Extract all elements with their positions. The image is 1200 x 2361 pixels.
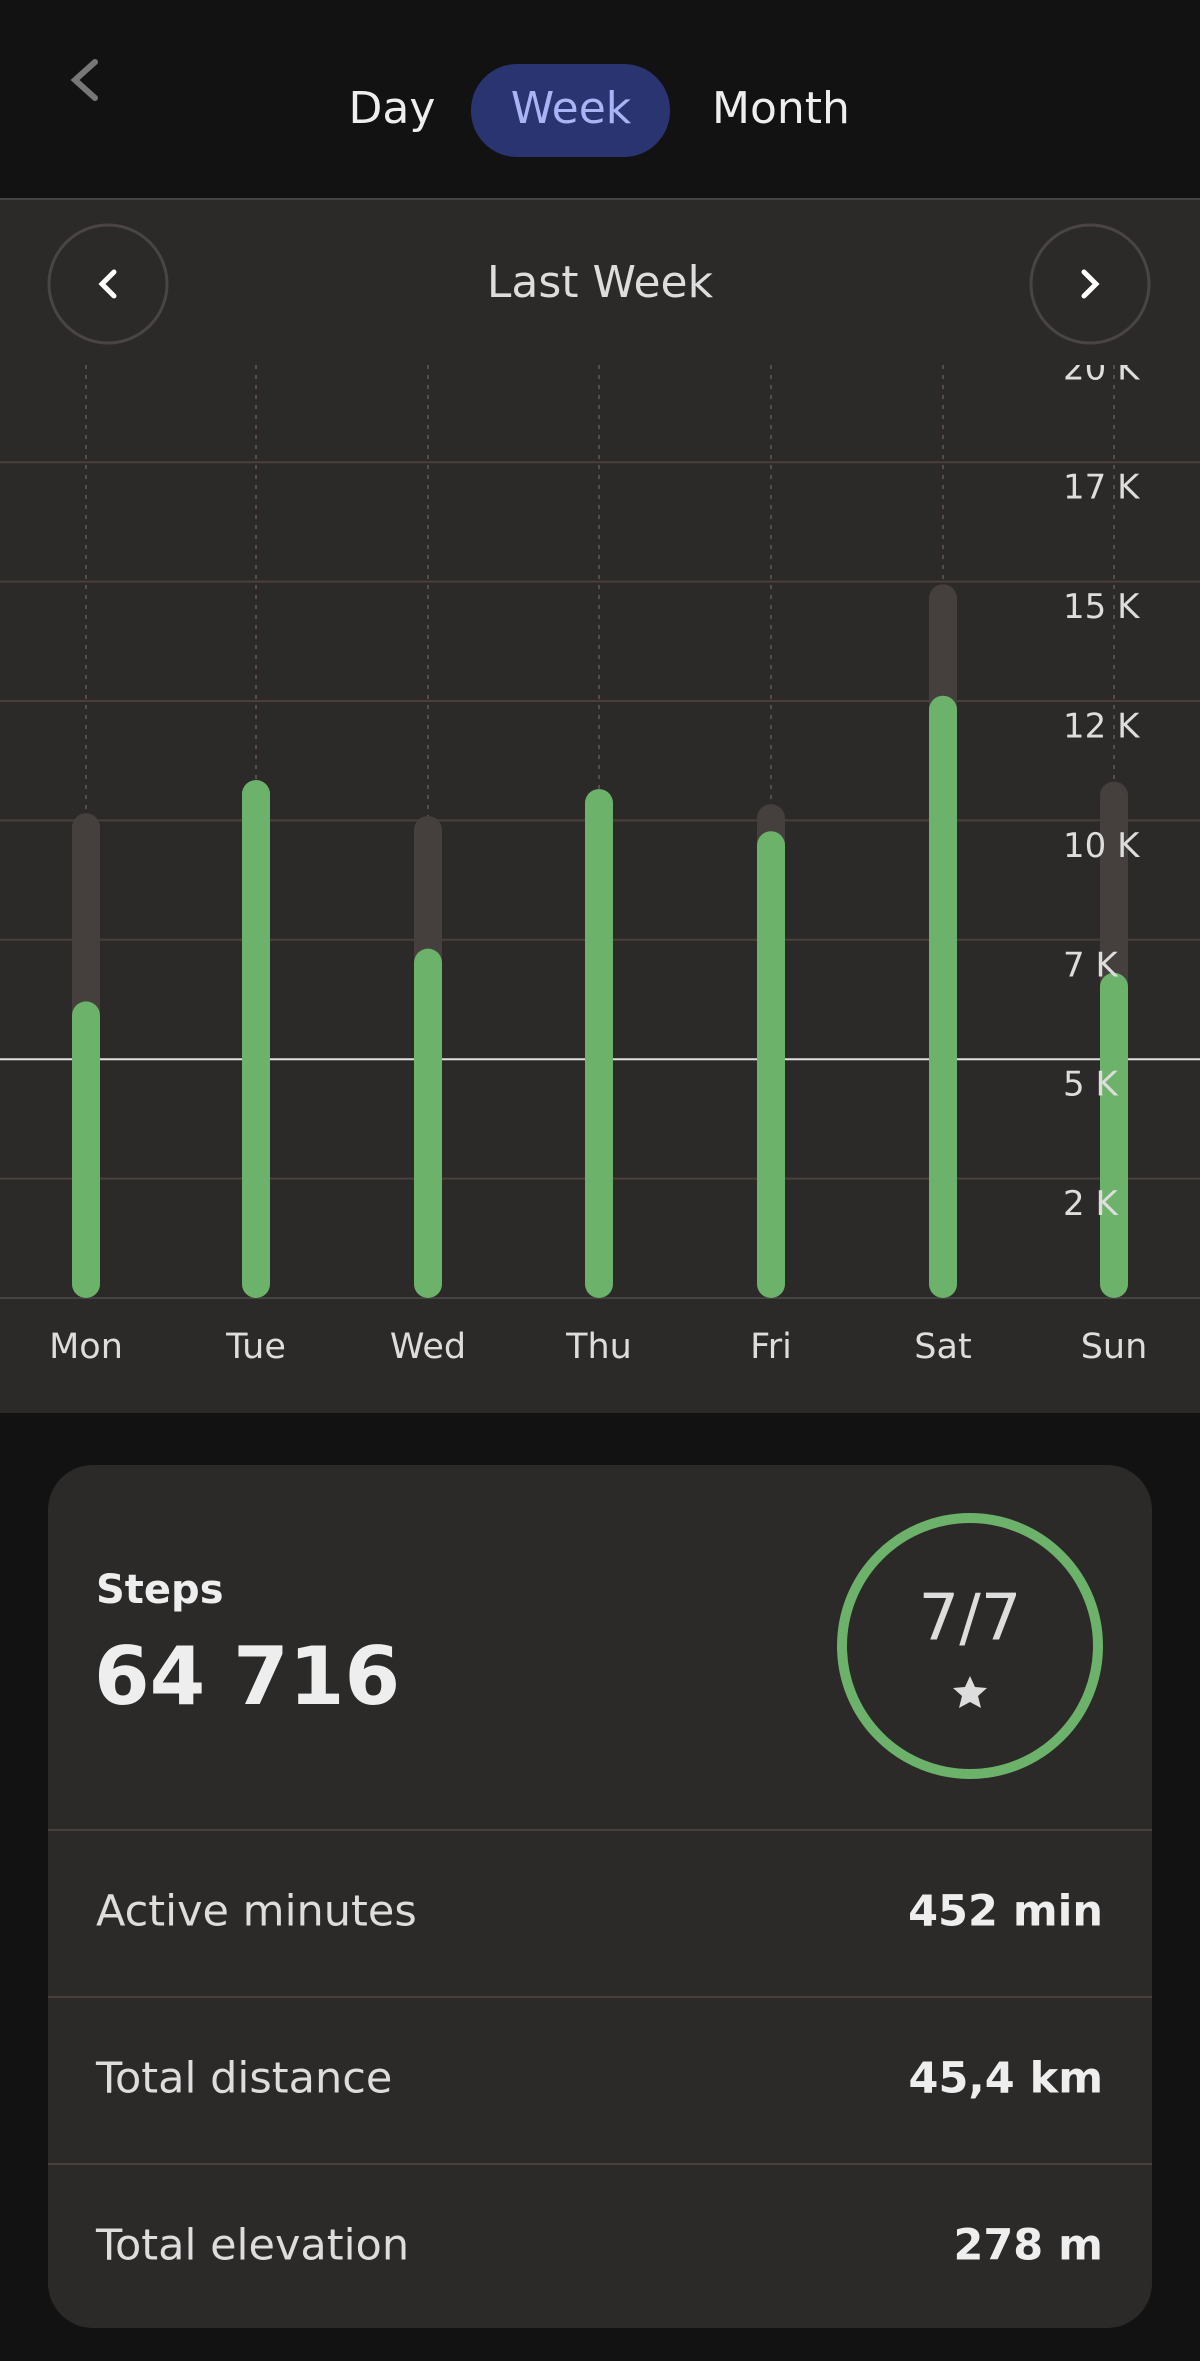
- bar: [1100, 972, 1128, 1298]
- tab-pill: [471, 64, 670, 157]
- bar: [414, 948, 442, 1298]
- next-icon: [1081, 269, 1100, 299]
- prev-button[interactable]: [47, 223, 169, 345]
- x-tick-label: Thu: [565, 1327, 632, 1367]
- row-value: 452 min: [908, 1887, 1103, 1937]
- steps-label: Steps: [96, 1567, 224, 1613]
- row-label: Total distance: [95, 2054, 392, 2104]
- y-tick-label: 10 K: [1063, 826, 1141, 866]
- period-label: Last Week: [487, 257, 714, 308]
- summary-card: [48, 1465, 1152, 2328]
- x-tick-label: Fri: [750, 1327, 792, 1367]
- back-button[interactable]: [70, 59, 98, 101]
- goal-ring: [837, 1513, 1103, 1779]
- tab-active[interactable]: Week: [511, 83, 632, 134]
- goal-badge: 7/7: [919, 1582, 1022, 1656]
- x-tick-label: Wed: [390, 1327, 466, 1367]
- row-value: 278 m: [953, 2221, 1103, 2271]
- tab[interactable]: Month: [712, 83, 850, 134]
- bar: [585, 789, 613, 1298]
- next-button[interactable]: [1029, 223, 1151, 345]
- row-label: Total elevation: [95, 2221, 409, 2271]
- y-tick-label: 2 K: [1063, 1184, 1119, 1224]
- y-tick-label: 15 K: [1063, 587, 1141, 627]
- row-value: 45,4 km: [909, 2054, 1103, 2104]
- row-label: Active minutes: [96, 1887, 417, 1937]
- y-tick-label: 20 K: [1063, 348, 1141, 388]
- bar: [757, 831, 785, 1298]
- bar: [242, 780, 270, 1298]
- star-icon: [953, 1676, 987, 1708]
- rows: Active minutes 452 min Total distance 45,4 …: [48, 1829, 1152, 2271]
- x-tick-label: Tue: [225, 1327, 286, 1367]
- chart: 2 K 5 K 7 K 10 K 12 K 15 K 17 K 20 K: [0, 348, 1200, 1299]
- bar: [929, 695, 957, 1298]
- y-tick-label: 12 K: [1063, 707, 1141, 747]
- y-tick-label: 17 K: [1063, 468, 1141, 508]
- x-tick-label: Sun: [1081, 1327, 1148, 1367]
- steps-value: 64 716: [94, 1630, 400, 1723]
- x-tick-label: Sat: [914, 1327, 971, 1367]
- tab[interactable]: Day: [349, 83, 436, 134]
- prev-icon: [98, 269, 117, 299]
- y-tick-label: 5 K: [1063, 1065, 1119, 1105]
- y-tick-label: 7 K: [1063, 945, 1119, 985]
- x-tick-label: Mon: [49, 1327, 123, 1367]
- bar: [72, 1001, 100, 1298]
